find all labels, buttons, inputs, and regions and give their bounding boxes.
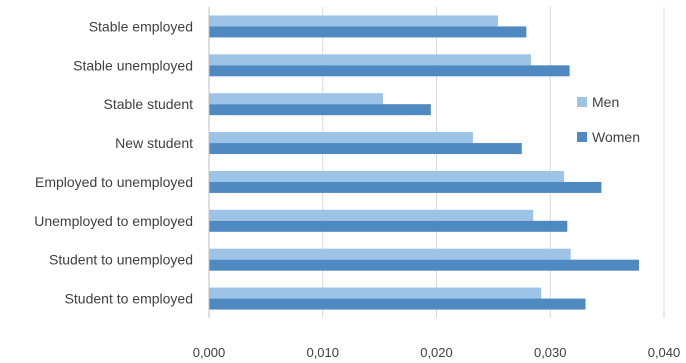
bar-men-7: [209, 287, 542, 299]
bar-men-3: [209, 132, 473, 144]
x-tick-label: 0,000: [193, 345, 226, 360]
category-label: Student to employed: [65, 291, 193, 307]
bar-women-4: [209, 181, 602, 193]
bar-women-0: [209, 26, 527, 38]
x-tick-label: 0,030: [534, 345, 567, 360]
category-label: Unemployed to employed: [34, 213, 193, 229]
bar-women-6: [209, 259, 639, 271]
legend-swatch-men: [577, 97, 587, 107]
legend-label-men: Men: [592, 94, 619, 110]
category-labels: Stable employed Stable unemployed Stable s…: [34, 18, 193, 306]
x-tick-label: 0,010: [306, 345, 339, 360]
category-label: Employed to unemployed: [35, 174, 193, 190]
x-tick-label: 0,020: [420, 345, 453, 360]
x-tick-label: 0,040: [648, 345, 681, 360]
bar-men-0: [209, 15, 498, 27]
category-label: New student: [115, 135, 193, 151]
bar-men-5: [209, 209, 534, 221]
gridlines: [322, 7, 665, 318]
category-label: Stable unemployed: [73, 57, 193, 73]
bar-men-4: [209, 170, 564, 182]
legend: Men Women: [577, 94, 640, 145]
x-tick-labels: 0,000 0,010 0,020 0,030 0,040: [193, 345, 681, 360]
bar-men-1: [209, 54, 531, 66]
bar-women-2: [209, 104, 431, 116]
category-label: Student to unemployed: [49, 252, 193, 268]
bar-women-5: [209, 220, 568, 232]
category-label: Stable student: [103, 96, 193, 112]
legend-swatch-women: [577, 132, 587, 142]
bar-men-6: [209, 248, 571, 260]
category-label: Stable employed: [89, 18, 193, 34]
bar-women-7: [209, 298, 586, 310]
bars: [209, 15, 639, 310]
bar-women-1: [209, 65, 570, 77]
bar-men-2: [209, 93, 384, 105]
bar-women-3: [209, 143, 522, 155]
legend-label-women: Women: [592, 129, 640, 145]
